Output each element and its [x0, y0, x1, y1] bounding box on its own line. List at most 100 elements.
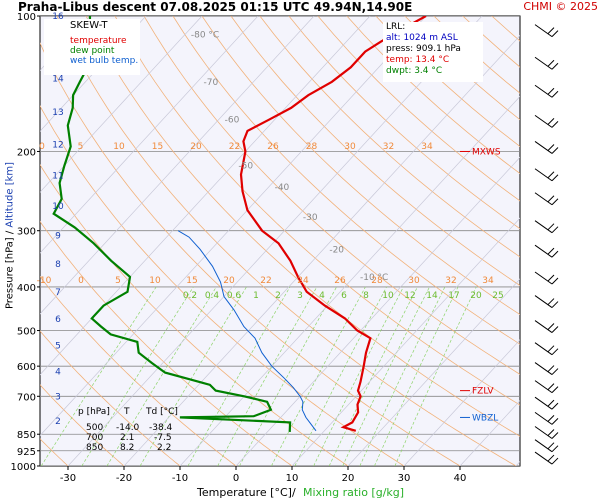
km-tick-label: 10	[52, 202, 64, 212]
wind-barb	[534, 439, 559, 453]
dry-adiabat-line	[143, 16, 520, 375]
grid	[40, 16, 520, 466]
mix-label-upper: 15	[152, 142, 163, 152]
table-cell: 2.2	[157, 443, 172, 453]
mix-label-mid: 5	[115, 276, 121, 286]
mixing-ratio-line	[81, 286, 194, 466]
x-tick-label: 10	[286, 473, 299, 484]
table-cell: 8.2	[120, 443, 135, 453]
wind-barb	[534, 192, 559, 206]
mix-label-green: 6	[341, 291, 347, 301]
isotherm-label: -60	[225, 116, 240, 126]
wind-barb	[534, 396, 559, 410]
isotherm-line	[40, 16, 427, 437]
mix-label-upper: 10	[113, 142, 125, 152]
mix-label-green: 0.6	[227, 291, 242, 301]
mix-label-green: 0.4	[205, 291, 220, 301]
wind-barb	[534, 380, 559, 394]
y-axis-label-separator: /	[4, 230, 16, 235]
isotherm-line	[347, 278, 520, 466]
mix-label-mid: 30	[408, 276, 420, 286]
x-axis-label-mixing-ratio: Mixing ratio [g/kg]	[303, 486, 405, 499]
dry-adiabat-line	[40, 220, 293, 466]
mix-label-upper: 30	[344, 142, 356, 152]
dry-adiabat-line	[230, 16, 520, 286]
wind-barb	[534, 244, 559, 258]
isotherm-line	[40, 16, 147, 132]
mix-label-green: 0.2	[183, 291, 197, 301]
info-press: press: 909.1 hPa	[386, 44, 461, 54]
mix-label-upper: 26	[267, 142, 279, 152]
info-dwpt: dwpt: 3.4 °C	[386, 66, 443, 76]
mixing-ratio-line	[394, 286, 477, 466]
wind-barb	[534, 451, 559, 465]
mix-label-mid: 32	[445, 276, 456, 286]
mix-label-green: 3	[297, 291, 303, 301]
mixing-ratio-line	[40, 286, 157, 466]
legend-wet-bulb: wet bulb temp.	[70, 56, 139, 66]
mix-label-upper: 5	[78, 142, 84, 152]
y-axis-label-altitude: Altitude [km]	[4, 161, 16, 228]
table-cell: 2.1	[120, 433, 135, 443]
wind-barb	[534, 141, 559, 154]
x-tick-label: -20	[116, 473, 132, 484]
series-temperature	[239, 16, 427, 432]
mixing-ratio-line	[139, 286, 247, 466]
dry-adiabat-line	[259, 16, 520, 258]
wind-barb	[534, 220, 559, 234]
wind-barb	[534, 342, 559, 356]
isotherm-label: -80 °C	[191, 31, 219, 41]
km-tick-label: 11	[52, 172, 63, 182]
mix-label-green: 12	[404, 291, 415, 301]
mix-label-upper: 22	[229, 142, 240, 152]
isotherm-label: -50	[238, 162, 253, 172]
y-tick-label: 1000	[11, 462, 36, 473]
mix-label-upper: 20	[190, 142, 202, 152]
km-tick-label: 7	[55, 288, 61, 298]
km-tick-label: 12	[52, 140, 63, 150]
series-dew-point	[52, 16, 292, 432]
mix-label-upper: 28	[306, 142, 318, 152]
y-tick-label: 600	[17, 362, 36, 373]
x-tick-label: -30	[60, 473, 76, 484]
mix-label-green: 2	[275, 291, 281, 301]
legend-title: SKEW-T	[70, 20, 108, 31]
legend-box	[44, 19, 140, 75]
table-cell: 850	[86, 443, 104, 453]
y-tick-label: 925	[17, 447, 36, 458]
wind-barb	[534, 114, 559, 128]
mix-label-green: 4	[319, 291, 325, 301]
x-tick-label: 0	[233, 473, 239, 484]
wind-barb	[534, 426, 559, 439]
x-tick-label: 30	[398, 473, 411, 484]
dry-adiabat-line	[40, 275, 237, 466]
km-tick-label: 13	[52, 108, 63, 118]
isotherm-line	[40, 16, 203, 193]
wind-barb	[534, 24, 559, 38]
isotherm-line	[40, 16, 371, 376]
table-cell: 700	[86, 433, 104, 443]
table-header-td: Td [°C]	[146, 407, 178, 417]
dry-adiabat-line	[172, 16, 520, 345]
dry-adiabat-line	[40, 330, 181, 466]
mix-label-green: 14	[426, 291, 438, 301]
x-tick-label: -10	[172, 473, 188, 484]
mixing-ratio-line	[106, 286, 217, 466]
isotherm-line	[123, 35, 520, 466]
mix-label-mid: 22	[260, 276, 271, 286]
mix-label-green: 17	[448, 291, 459, 301]
isotherm-line	[235, 156, 520, 466]
mix-label-green: 1	[253, 291, 259, 301]
mix-label-mid: 20	[223, 276, 235, 286]
chart-title: Praha-Libus descent 07.08.2025 01:15 UTC…	[18, 0, 413, 14]
isotherm-line	[403, 339, 520, 466]
mix-label-green: 10	[382, 291, 394, 301]
km-tick-label: 16	[52, 12, 64, 22]
table-cell: 500	[86, 423, 104, 433]
mix-label-green: 8	[363, 291, 369, 301]
mixing-ratio-line	[374, 286, 459, 466]
marker-label-wbzl: WBZL	[472, 413, 498, 423]
table-cell: -38.4	[149, 423, 173, 433]
isotherm-label: -20	[329, 245, 344, 255]
